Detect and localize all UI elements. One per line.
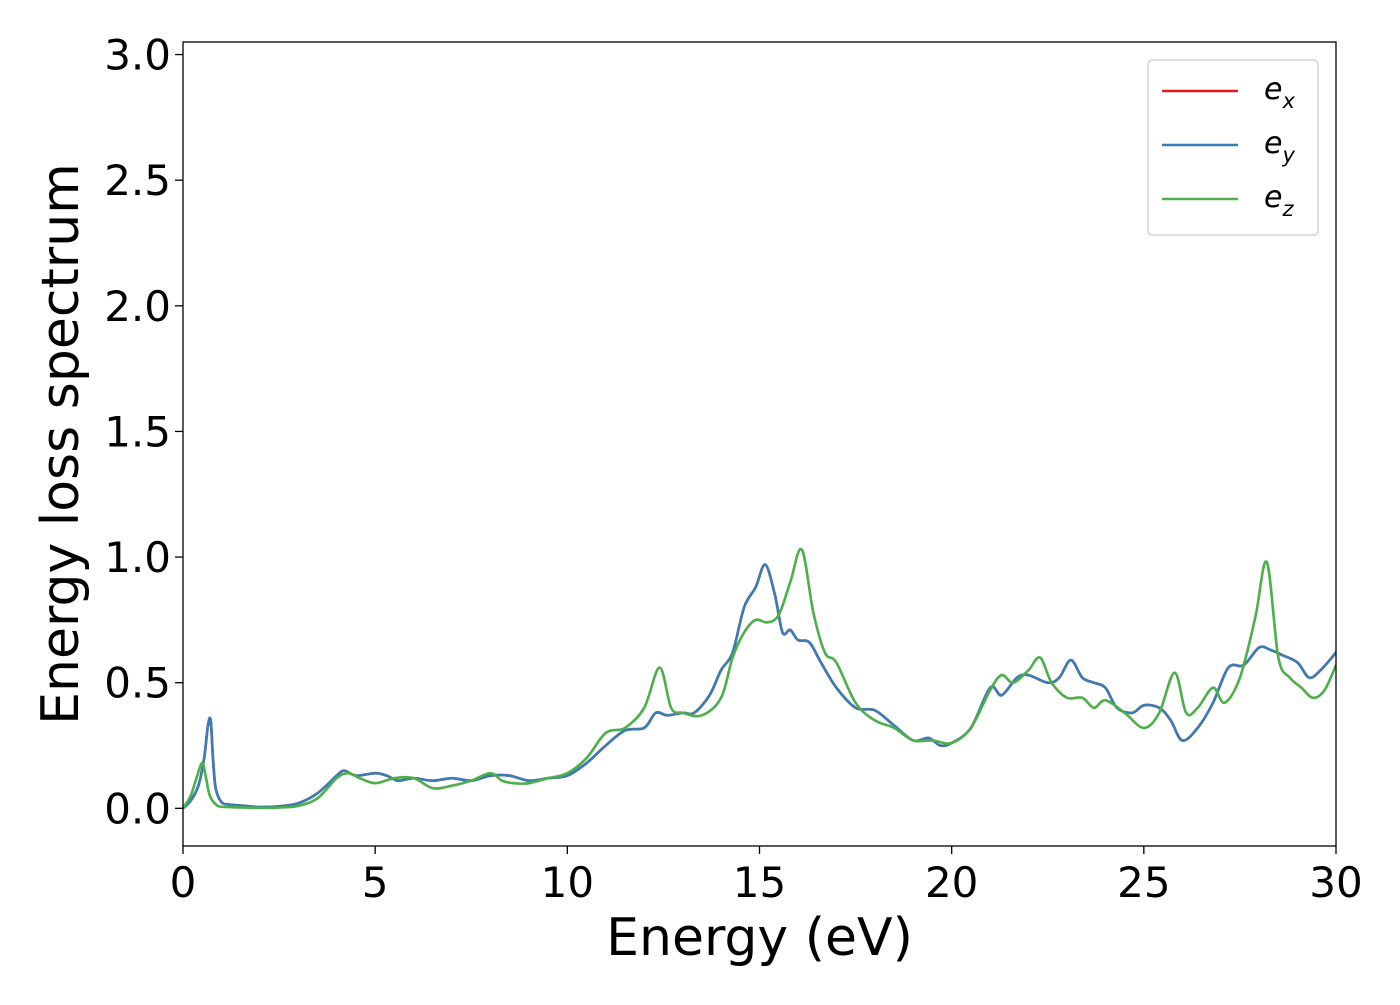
- y-axis-title: Energy loss spectrum: [31, 163, 91, 725]
- y-tick-label: 2.0: [104, 282, 171, 331]
- y-tick-label: 1.0: [104, 533, 171, 582]
- y-tick-label: 3.0: [104, 31, 171, 80]
- x-tick-label: 15: [733, 858, 786, 907]
- y-tick-label: 0.0: [104, 784, 171, 833]
- legend: ex ey ez: [1147, 59, 1319, 236]
- y-tick-label: 2.5: [104, 156, 171, 205]
- legend-box: [1147, 59, 1319, 236]
- series-line-ez: [183, 547, 1336, 810]
- x-axis-title: Energy (eV): [606, 908, 913, 968]
- legend-label-ex: ex: [1264, 72, 1295, 113]
- x-tick-label: 5: [362, 858, 389, 907]
- y-tick-label: 1.5: [104, 407, 171, 456]
- legend-label-ez: ez: [1264, 180, 1294, 221]
- x-tick-label: 30: [1309, 858, 1362, 907]
- x-tick-label: 20: [925, 858, 978, 907]
- series-line-ex: [183, 563, 1336, 810]
- x-tick-label: 25: [1117, 858, 1170, 907]
- x-tick-label: 0: [170, 858, 197, 907]
- y-tick-label: 0.5: [104, 659, 171, 708]
- series-line-ey: [183, 563, 1336, 810]
- x-tick-label: 10: [541, 858, 594, 907]
- legend-label-ey: ey: [1264, 126, 1295, 167]
